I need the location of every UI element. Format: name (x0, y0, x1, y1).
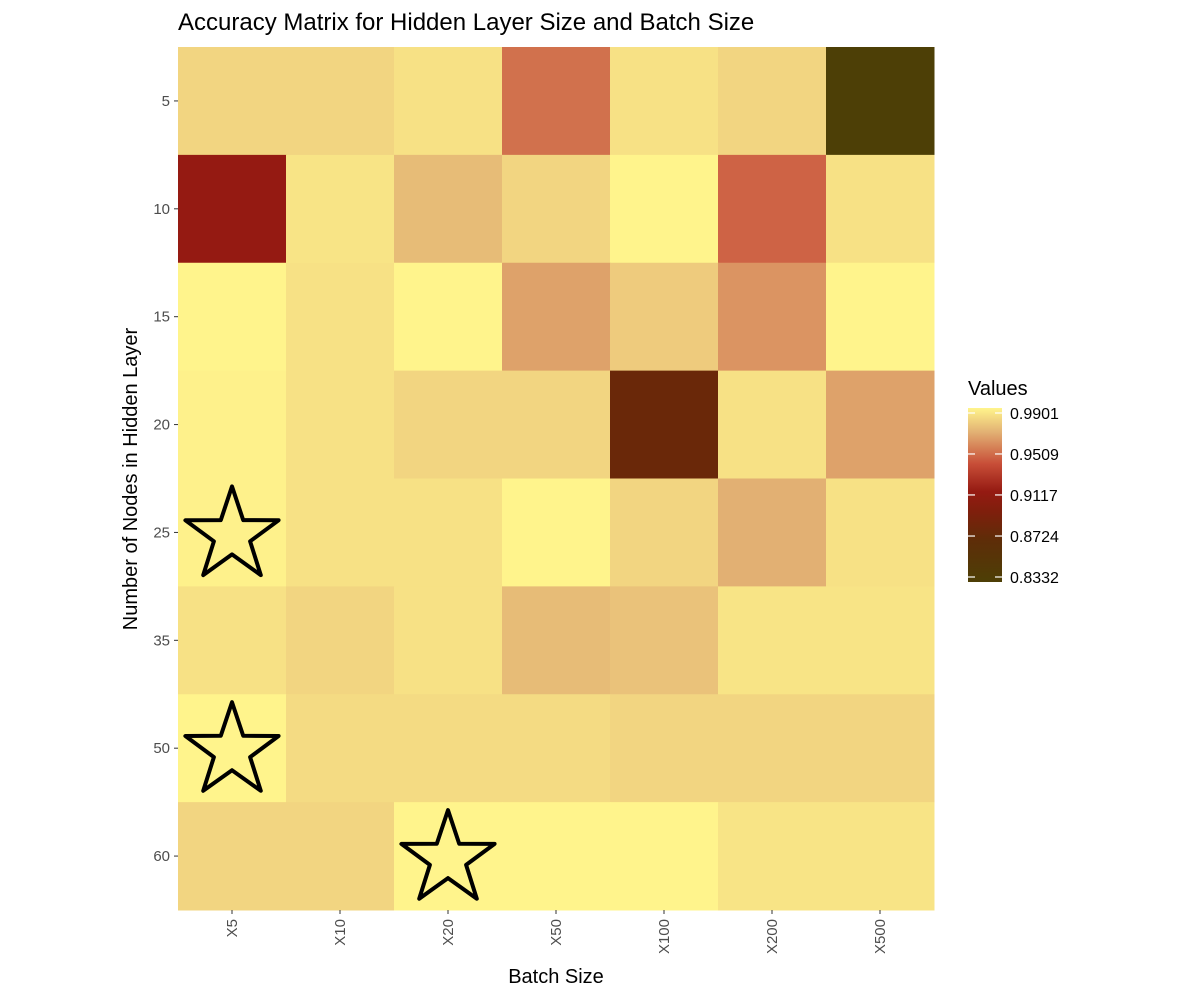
heatmap-cell (178, 370, 287, 479)
x-axis: X5 X10 X20 X50 X100 X200 X500 (224, 910, 889, 954)
legend-ticks: 0.9901 0.9509 0.9117 0.8724 0.8332 (968, 406, 1059, 587)
legend-label: 0.9509 (1010, 447, 1059, 464)
highlight-star-icon (183, 484, 281, 578)
heatmap-cell (718, 154, 827, 264)
heatmap-cell (394, 586, 503, 695)
heatmap-cell (286, 802, 395, 911)
heatmap-cell (610, 694, 719, 803)
heatmap-cell (502, 370, 611, 479)
heatmap-cell (826, 694, 935, 803)
x-tick-label: X5 (224, 919, 241, 937)
heatmap-cell (178, 478, 287, 587)
heatmap-cell (286, 262, 395, 372)
heatmap-cell (286, 154, 395, 264)
heatmap-cell (826, 802, 935, 911)
heatmap-cell (718, 370, 827, 479)
heatmap-cell (826, 262, 935, 372)
x-tick-label: X50 (548, 919, 565, 946)
heatmap-cell (826, 47, 935, 156)
heatmap-cells (178, 47, 935, 911)
heatmap-cell (178, 802, 287, 911)
heatmap-cell (610, 370, 719, 479)
heatmap-cell (286, 586, 395, 695)
heatmap-cell (610, 586, 719, 695)
highlight-stars (183, 484, 497, 901)
heatmap-cell (394, 802, 503, 911)
y-tick-label: 50 (153, 740, 170, 757)
heatmap-cell (394, 154, 503, 264)
heatmap-cell (286, 47, 395, 156)
x-tick-label: X10 (332, 919, 349, 946)
highlight-star-icon (399, 808, 497, 901)
heatmap-cell (502, 802, 611, 911)
heatmap-cell (394, 694, 503, 803)
chart-title: Accuracy Matrix for Hidden Layer Size an… (178, 9, 754, 36)
heatmap-cell (286, 370, 395, 479)
heatmap-cell (286, 694, 395, 803)
y-tick-label: 35 (153, 632, 170, 649)
legend-label: 0.8724 (1010, 529, 1059, 546)
x-tick-label: X20 (440, 919, 457, 946)
y-tick-label: 10 (153, 201, 170, 218)
heatmap-cell (178, 47, 287, 156)
heatmap-cell (178, 586, 287, 695)
heatmap-cell (502, 262, 611, 372)
heatmap-cell (718, 262, 827, 372)
heatmap-cell (826, 154, 935, 264)
x-tick-label: X100 (656, 919, 673, 954)
highlight-star-icon (183, 700, 281, 793)
legend-label: 0.9901 (1010, 406, 1059, 423)
heatmap-cell (502, 478, 611, 587)
heatmap-cell (394, 262, 503, 372)
heatmap-cell (610, 262, 719, 372)
heatmap-cell (394, 478, 503, 587)
x-axis-title: Batch Size (508, 966, 604, 988)
legend-label: 0.8332 (1010, 570, 1059, 587)
heatmap-cell (826, 586, 935, 695)
x-tick-label: X200 (764, 919, 781, 954)
heatmap-cell (502, 586, 611, 695)
heatmap-cell (286, 478, 395, 587)
heatmap-cell (718, 586, 827, 695)
heatmap-cell (394, 47, 503, 156)
heatmap-cell (178, 154, 287, 264)
y-axis: 5 10 15 20 25 35 50 60 (153, 93, 178, 865)
heatmap-cell (610, 802, 719, 911)
y-axis-title: Number of Nodes in Hidden Layer (120, 327, 142, 630)
heatmap-cell (394, 370, 503, 479)
heatmap-cell (826, 370, 935, 479)
legend: Values 0.9901 0.9509 0.9117 0.8724 0.8332 (968, 378, 1059, 587)
heatmap-cell (718, 802, 827, 911)
heatmap-cell (502, 47, 611, 156)
y-tick-label: 5 (162, 93, 170, 110)
heatmap-cell (718, 478, 827, 587)
heatmap-cell (610, 478, 719, 587)
heatmap-cell (826, 478, 935, 587)
heatmap-cell (502, 154, 611, 264)
y-tick-label: 15 (153, 309, 170, 326)
heatmap-cell (610, 154, 719, 264)
y-tick-label: 25 (153, 524, 170, 541)
legend-title: Values (968, 378, 1028, 400)
heatmap-cell (718, 694, 827, 803)
legend-label: 0.9117 (1010, 488, 1058, 505)
heatmap-cell (178, 694, 287, 803)
heatmap-cell (610, 47, 719, 156)
heatmap-cell (178, 262, 287, 372)
heatmap-cell (718, 47, 827, 156)
heatmap-cell (502, 694, 611, 803)
y-tick-label: 60 (153, 848, 170, 865)
y-tick-label: 20 (153, 417, 170, 434)
x-tick-label: X500 (872, 919, 889, 954)
